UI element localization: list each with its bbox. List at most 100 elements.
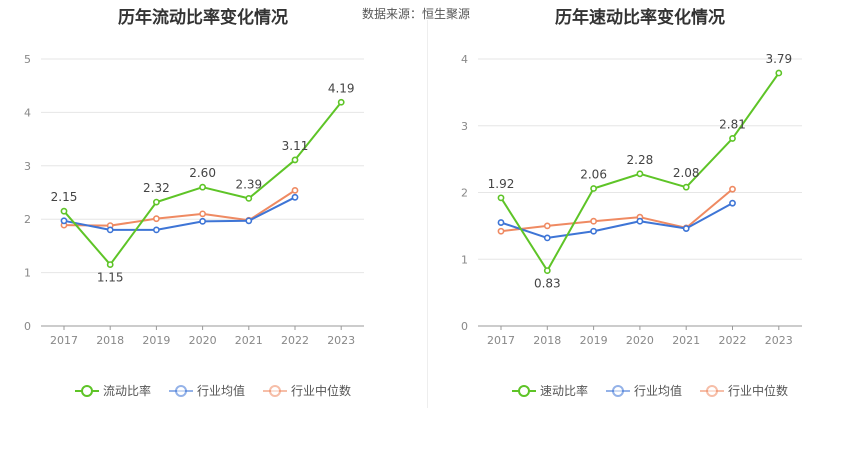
quick-ratio-y-tick-label: 2 [461,187,468,200]
quick-ratio-data-label: 2.28 [627,153,654,167]
quick-ratio-x-tick-label: 2020 [626,334,654,347]
quick-ratio-data-point-1 [497,219,505,226]
legend-marker-icon [263,384,288,397]
current-ratio-data-point-2 [152,215,160,223]
current-ratio-data-point-2 [199,210,206,218]
legend-marker-icon [169,384,194,397]
legend-item-2[interactable]: 行业中位数 [263,382,351,399]
legend-marker-icon [75,384,99,397]
quick-ratio-data-point-0 [543,267,551,274]
quick-ratio-data-label: 2.06 [580,167,607,181]
chart-divider [427,20,428,408]
current-ratio-data-label: 3.11 [282,139,309,153]
current-ratio-series-line-0 [63,101,342,266]
source-name: 恒生聚源 [422,7,471,21]
quick-ratio-y-tick-label: 0 [461,320,468,333]
current-ratio-data-point-0 [291,156,299,164]
quick-ratio-data-label: 0.83 [534,277,561,291]
legend-label: 速动比率 [540,384,589,398]
legend-label: 流动比率 [103,384,152,398]
legend-item-1[interactable]: 行业均值 [606,382,682,399]
current-ratio-data-point-1 [60,217,68,225]
legend-item-1[interactable]: 行业均值 [169,382,245,399]
current-ratio-x-tick-label: 2017 [50,334,78,347]
quick-ratio-data-point-0 [775,69,783,77]
legend-current-ratio: 流动比率 行业均值 行业中位数 [75,382,351,399]
current-ratio-data-point-1 [199,217,206,225]
quick-ratio-x-tick-label: 2022 [719,334,747,347]
quick-ratio-data-point-2 [497,227,505,235]
legend-item-0[interactable]: 速动比率 [512,382,588,399]
current-ratio-data-label: 2.39 [235,177,262,191]
quick-ratio-x-tick-label: 2018 [533,334,561,347]
quick-ratio-x-tick-label: 2017 [487,334,515,347]
current-ratio-data-point-0 [337,98,345,106]
current-ratio-data-label: 2.60 [189,166,216,180]
quick-ratio-data-point-0 [497,194,505,202]
legend-label: 行业均值 [197,384,246,398]
current-ratio-y-tick-label: 3 [24,160,31,173]
quick-ratio-series-line-1 [500,202,733,239]
chart-title-current-ratio: 历年流动比率变化情况 [118,8,288,28]
quick-ratio-data-point-2 [590,217,597,225]
current-ratio-data-label: 2.32 [143,181,170,195]
current-ratio-data-point-0 [152,198,160,206]
legend-marker-icon [700,384,725,397]
current-ratio-data-label: 4.19 [328,81,355,95]
current-ratio-x-tick-label: 2023 [327,334,355,347]
current-ratio-x-tick-label: 2022 [281,334,309,347]
current-ratio-x-tick-label: 2020 [189,334,217,347]
quick-ratio-x-tick-label: 2023 [765,334,793,347]
current-ratio-x-tick-label: 2019 [142,334,170,347]
quick-ratio-data-point-1 [682,225,690,232]
current-ratio-data-point-1 [291,193,299,201]
legend-item-0[interactable]: 流动比率 [75,382,151,399]
legend-marker-icon [606,384,631,397]
quick-ratio-data-point-1 [636,217,644,225]
legend-label: 行业中位数 [291,384,352,398]
current-ratio-y-tick-label: 1 [24,267,31,280]
quick-ratio-y-tick-label: 3 [461,120,468,133]
current-ratio-x-tick-label: 2018 [96,334,124,347]
current-ratio-data-point-1 [106,226,114,234]
quick-ratio-y-tick-label: 4 [461,53,468,66]
data-source: 数据来源：恒生聚源 [362,5,470,22]
current-ratio-data-point-0 [106,261,114,268]
quick-ratio-data-label: 2.81 [719,117,746,131]
quick-ratio-data-point-1 [543,234,551,242]
quick-ratio-series-line-2 [500,188,734,233]
legend-label: 行业中位数 [728,384,789,398]
current-ratio-data-point-0 [60,207,68,215]
quick-ratio-data-label: 1.92 [488,177,515,191]
legend-marker-icon [512,384,536,397]
current-ratio-y-tick-label: 0 [24,320,31,333]
quick-ratio-data-point-0 [729,135,736,142]
quick-ratio-x-tick-label: 2021 [672,334,700,347]
current-ratio-data-point-1 [245,217,253,225]
quick-ratio-data-point-0 [590,185,597,192]
quick-ratio-data-point-0 [636,170,644,178]
current-ratio-data-point-0 [245,194,253,202]
quick-ratio-data-point-2 [729,185,736,193]
current-ratio-y-tick-label: 4 [24,106,31,119]
current-ratio-data-point-2 [291,186,299,194]
legend-quick-ratio: 速动比率 行业均值 行业中位数 [512,382,788,399]
legend-label: 行业均值 [634,384,683,398]
current-ratio-y-tick-label: 2 [24,213,31,226]
legend-item-2[interactable]: 行业中位数 [700,382,788,399]
chart-title-quick-ratio: 历年速动比率变化情况 [555,8,725,28]
source-label: 数据来源： [362,7,423,21]
quick-ratio-x-tick-label: 2019 [580,334,608,347]
current-ratio-data-point-1 [152,226,160,234]
current-ratio-data-label: 1.15 [97,271,124,285]
current-ratio-y-tick-label: 5 [24,53,31,66]
quick-ratio-y-tick-label: 1 [461,253,468,266]
quick-ratio-data-point-2 [543,222,551,230]
current-ratio-data-label: 2.15 [51,190,78,204]
quick-ratio-data-label: 3.79 [765,52,792,66]
current-ratio-series-line-1 [63,196,296,231]
quick-ratio-data-point-1 [729,199,736,207]
quick-ratio-data-point-1 [590,227,597,235]
quick-ratio-data-label: 2.08 [673,166,700,180]
